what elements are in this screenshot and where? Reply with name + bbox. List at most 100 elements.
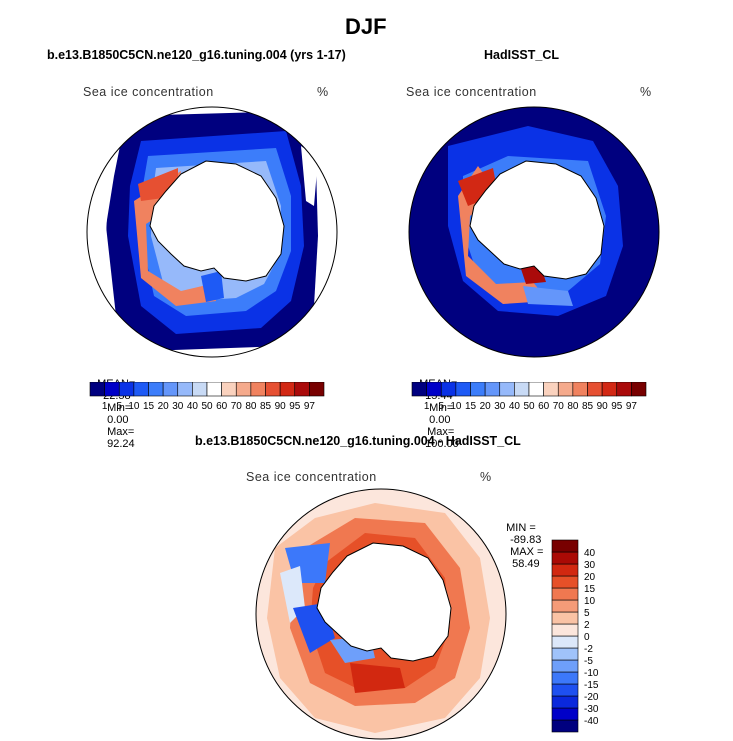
colorbar-box: [543, 382, 559, 397]
colorbar-tick-label: 10: [450, 401, 462, 412]
colorbar-box: [455, 382, 471, 397]
colorbar-box: [551, 587, 579, 601]
colorbar-tick-label: 15: [584, 584, 596, 595]
colorbar-tick-label: 2: [584, 620, 590, 631]
colorbar-tick-label: -20: [584, 692, 599, 703]
colorbar-tick-label: 40: [187, 401, 199, 412]
colorbar-box: [221, 382, 237, 397]
colorbar-tick-label: 97: [626, 401, 638, 412]
colorbar-box: [551, 551, 579, 565]
colorbar-tick-label: 1: [424, 401, 430, 412]
colorbar-box: [551, 539, 579, 553]
figure-title: DJF: [345, 14, 387, 39]
panel2-min-value: 0.00: [429, 414, 451, 426]
colorbar-tick-label: 95: [289, 401, 301, 412]
panel3-max-label: MAX =: [510, 546, 544, 558]
colorbar-box: [148, 382, 164, 397]
colorbar-tick-label: 10: [128, 401, 140, 412]
colorbar-tick-label: -40: [584, 716, 599, 727]
colorbar-tick-label: -2: [584, 644, 593, 655]
panel2-min-label: Min=: [429, 402, 454, 414]
colorbar-tick-label: -10: [584, 668, 599, 679]
colorbar-tick-label: -15: [584, 680, 599, 691]
panel2-variable: Sea ice concentration: [406, 85, 537, 99]
colorbar-box: [551, 575, 579, 589]
colorbar-box: [294, 382, 310, 397]
panel2-max-value: 100.00: [425, 438, 459, 450]
colorbar-tick-label: 85: [582, 401, 594, 412]
panel3-title: b.e13.B1850C5CN.ne120_g16.tuning.004 - H…: [195, 434, 521, 448]
panel2-max-label: Max=: [427, 426, 455, 438]
colorbar-box: [551, 671, 579, 685]
colorbar-box: [118, 382, 135, 397]
colorbar-tick-label: 50: [201, 401, 213, 412]
colorbar-tick-label: 1: [102, 401, 108, 412]
colorbar-tick-label: 5: [116, 401, 122, 412]
colorbar-box: [279, 382, 296, 397]
colorbar-box: [551, 623, 579, 637]
colorbar-box: [528, 382, 544, 397]
panel1-units: %: [317, 85, 329, 99]
colorbar-box: [470, 382, 486, 397]
colorbar-box: [411, 382, 427, 397]
panel2-map: [408, 106, 660, 358]
colorbar-tick-label: 10: [584, 596, 596, 607]
colorbar-tick-label: 50: [523, 401, 535, 412]
panel2-units: %: [640, 85, 652, 99]
colorbar-tick-label: 15: [143, 401, 155, 412]
colorbar-tick-label: 40: [509, 401, 521, 412]
panel1-title: b.e13.B1850C5CN.ne120_g16.tuning.004 (yr…: [47, 48, 346, 62]
colorbar-tick-label: -30: [584, 704, 599, 715]
panel3-units: %: [480, 470, 492, 484]
colorbar-box: [551, 611, 579, 625]
colorbar-tick-label: 70: [231, 401, 243, 412]
colorbar-box: [499, 382, 515, 397]
colorbar-tick-label: 80: [567, 401, 579, 412]
panel3-stats: MIN = -89.83 MAX = 58.49: [500, 510, 543, 570]
colorbar-box: [631, 382, 647, 397]
panel1-min-value: 0.00: [107, 414, 129, 426]
colorbar-tick-label: 60: [216, 401, 228, 412]
colorbar-tick-label: 95: [611, 401, 623, 412]
colorbar-tick-label: 90: [275, 401, 287, 412]
colorbar-tick-label: 97: [304, 401, 316, 412]
panel1-min-label: Min=: [107, 402, 132, 414]
colorbar-box: [104, 382, 120, 397]
colorbar-box: [551, 707, 579, 721]
colorbar-box: [235, 382, 252, 397]
colorbar-box: [551, 695, 579, 709]
panel3-min-label: MIN =: [506, 522, 536, 534]
colorbar-tick-label: 70: [553, 401, 565, 412]
panel3-map: [255, 488, 507, 740]
colorbar-box: [551, 719, 579, 733]
colorbar-tick-label: 20: [158, 401, 170, 412]
colorbar-box: [572, 382, 588, 397]
colorbar-box: [89, 382, 105, 397]
colorbar-tick-label: 30: [494, 401, 506, 412]
panel3-variable: Sea ice concentration: [246, 470, 377, 484]
colorbar-tick-label: 30: [172, 401, 184, 412]
colorbar-box: [551, 683, 579, 697]
colorbar-tick-label: 40: [584, 548, 596, 559]
colorbar-box: [162, 382, 179, 397]
panel3-min-value: -89.83: [510, 534, 542, 546]
colorbar-box: [309, 382, 325, 397]
colorbar-tick-label: -5: [584, 656, 593, 667]
colorbar-tick-label: 5: [584, 608, 590, 619]
colorbar-box: [206, 382, 222, 397]
colorbar-box: [265, 382, 281, 397]
colorbar-tick-label: 30: [584, 560, 596, 571]
panel2-colorbar: 1 5 10 15 20 30 40 50 60 70 80 85 90 95 97: [411, 382, 647, 412]
panel1-max-value: 92.24: [107, 438, 135, 450]
panel1-max-label: Max=: [107, 426, 135, 438]
colorbar-tick-label: 20: [584, 572, 596, 583]
colorbar-box: [601, 382, 618, 397]
colorbar-box: [551, 563, 579, 577]
panel1-map: [86, 106, 338, 358]
colorbar-tick-label: 85: [260, 401, 272, 412]
panel3-max-value: 58.49: [512, 558, 540, 570]
colorbar-box: [133, 382, 149, 397]
colorbar-box: [616, 382, 632, 397]
panel2-title: HadISST_CL: [484, 48, 560, 62]
